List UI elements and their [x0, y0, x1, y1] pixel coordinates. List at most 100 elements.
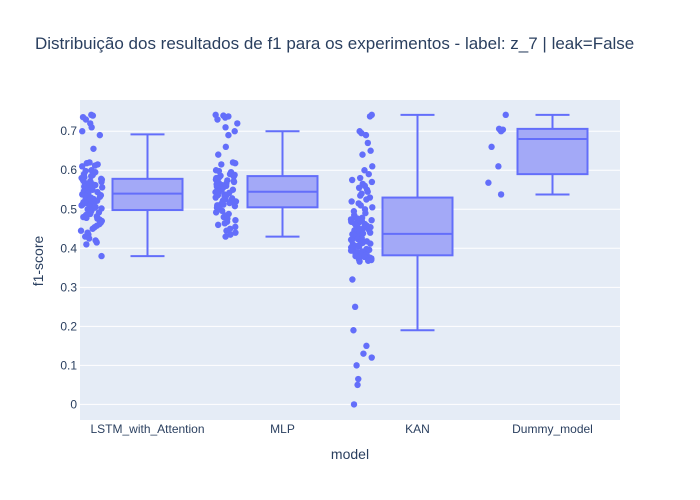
data-point: [227, 231, 234, 238]
data-point: [232, 223, 239, 231]
data-point: [231, 202, 239, 210]
data-point: [92, 181, 99, 189]
data-point: [78, 163, 86, 170]
data-point: [222, 143, 230, 151]
data-point: [497, 128, 505, 135]
chart-title: Distribuição dos resultados de f1 para o…: [35, 34, 635, 53]
data-point: [77, 227, 85, 234]
data-point: [367, 240, 374, 247]
data-point: [214, 116, 221, 123]
x-tick-label: KAN: [405, 422, 430, 436]
data-point: [88, 124, 95, 131]
data-point: [222, 114, 229, 121]
data-point: [82, 116, 90, 123]
data-point: [361, 253, 368, 261]
data-point: [361, 167, 368, 174]
data-point: [232, 216, 239, 224]
data-point: [212, 194, 219, 201]
y-tick-label: 0.2: [60, 319, 77, 333]
data-point: [212, 209, 220, 216]
data-point: [221, 220, 228, 227]
data-point: [502, 111, 509, 119]
data-point: [360, 350, 367, 357]
data-point: [368, 178, 376, 186]
data-point: [357, 192, 364, 199]
y-tick-label: 0.3: [60, 280, 77, 294]
data-point: [363, 342, 370, 350]
y-tick-label: 0.5: [60, 202, 77, 216]
y-tick-label: 0.4: [60, 241, 77, 255]
data-point: [230, 178, 238, 186]
data-point: [225, 131, 232, 139]
data-point: [214, 221, 222, 229]
data-point: [348, 198, 355, 205]
data-point: [368, 216, 375, 224]
data-point: [347, 247, 355, 254]
data-point: [349, 276, 356, 283]
data-point: [222, 233, 229, 240]
data-point: [222, 124, 229, 131]
data-point: [348, 176, 356, 184]
y-tick-label: 0.1: [60, 358, 77, 372]
data-point: [85, 235, 93, 242]
data-point: [98, 184, 106, 191]
data-point: [226, 199, 233, 207]
data-point: [369, 163, 376, 170]
data-point: [366, 246, 373, 254]
data-point: [488, 143, 495, 151]
data-point: [234, 120, 241, 127]
data-point: [223, 227, 230, 234]
data-point: [369, 204, 376, 211]
box-iqr: [516, 127, 589, 176]
data-point: [351, 303, 359, 311]
data-point: [90, 145, 97, 152]
data-point: [350, 327, 357, 334]
data-point: [83, 241, 90, 248]
data-point: [79, 128, 86, 135]
x-tick-label: MLP: [270, 422, 295, 436]
y-tick-label: 0.6: [60, 163, 77, 177]
data-point: [353, 362, 360, 369]
data-point: [368, 354, 375, 361]
data-point: [363, 196, 370, 203]
data-point: [83, 214, 90, 222]
data-point: [218, 207, 226, 215]
data-point: [231, 128, 238, 135]
data-point: [98, 252, 105, 260]
data-point: [356, 258, 363, 265]
data-point: [355, 184, 363, 192]
data-point: [366, 229, 374, 236]
x-tick-label: Dummy_model: [512, 422, 593, 436]
y-tick-label: 0.7: [60, 124, 77, 138]
data-point: [93, 239, 100, 246]
data-point: [364, 139, 372, 147]
x-tick-label: LSTM_with_Attention: [90, 422, 204, 436]
data-point: [495, 163, 502, 170]
box-iqr: [381, 196, 454, 257]
data-point: [91, 162, 99, 169]
data-point: [354, 381, 361, 389]
data-point: [218, 161, 225, 168]
data-point: [78, 202, 85, 209]
data-point: [232, 160, 239, 167]
data-point: [357, 202, 364, 209]
data-point: [355, 243, 363, 250]
data-point: [362, 209, 369, 217]
x-axis-label: model: [330, 446, 370, 462]
data-point: [98, 178, 105, 186]
data-point: [88, 172, 95, 180]
data-point: [356, 174, 364, 182]
data-point: [232, 229, 239, 236]
data-point: [497, 191, 505, 198]
data-point: [96, 131, 104, 139]
data-point: [215, 151, 222, 158]
data-point: [230, 173, 237, 180]
data-point: [485, 179, 492, 186]
data-point: [364, 188, 371, 195]
data-point: [350, 401, 358, 408]
data-point: [364, 257, 372, 264]
data-point: [89, 225, 96, 232]
y-tick-label: 0: [70, 397, 77, 411]
